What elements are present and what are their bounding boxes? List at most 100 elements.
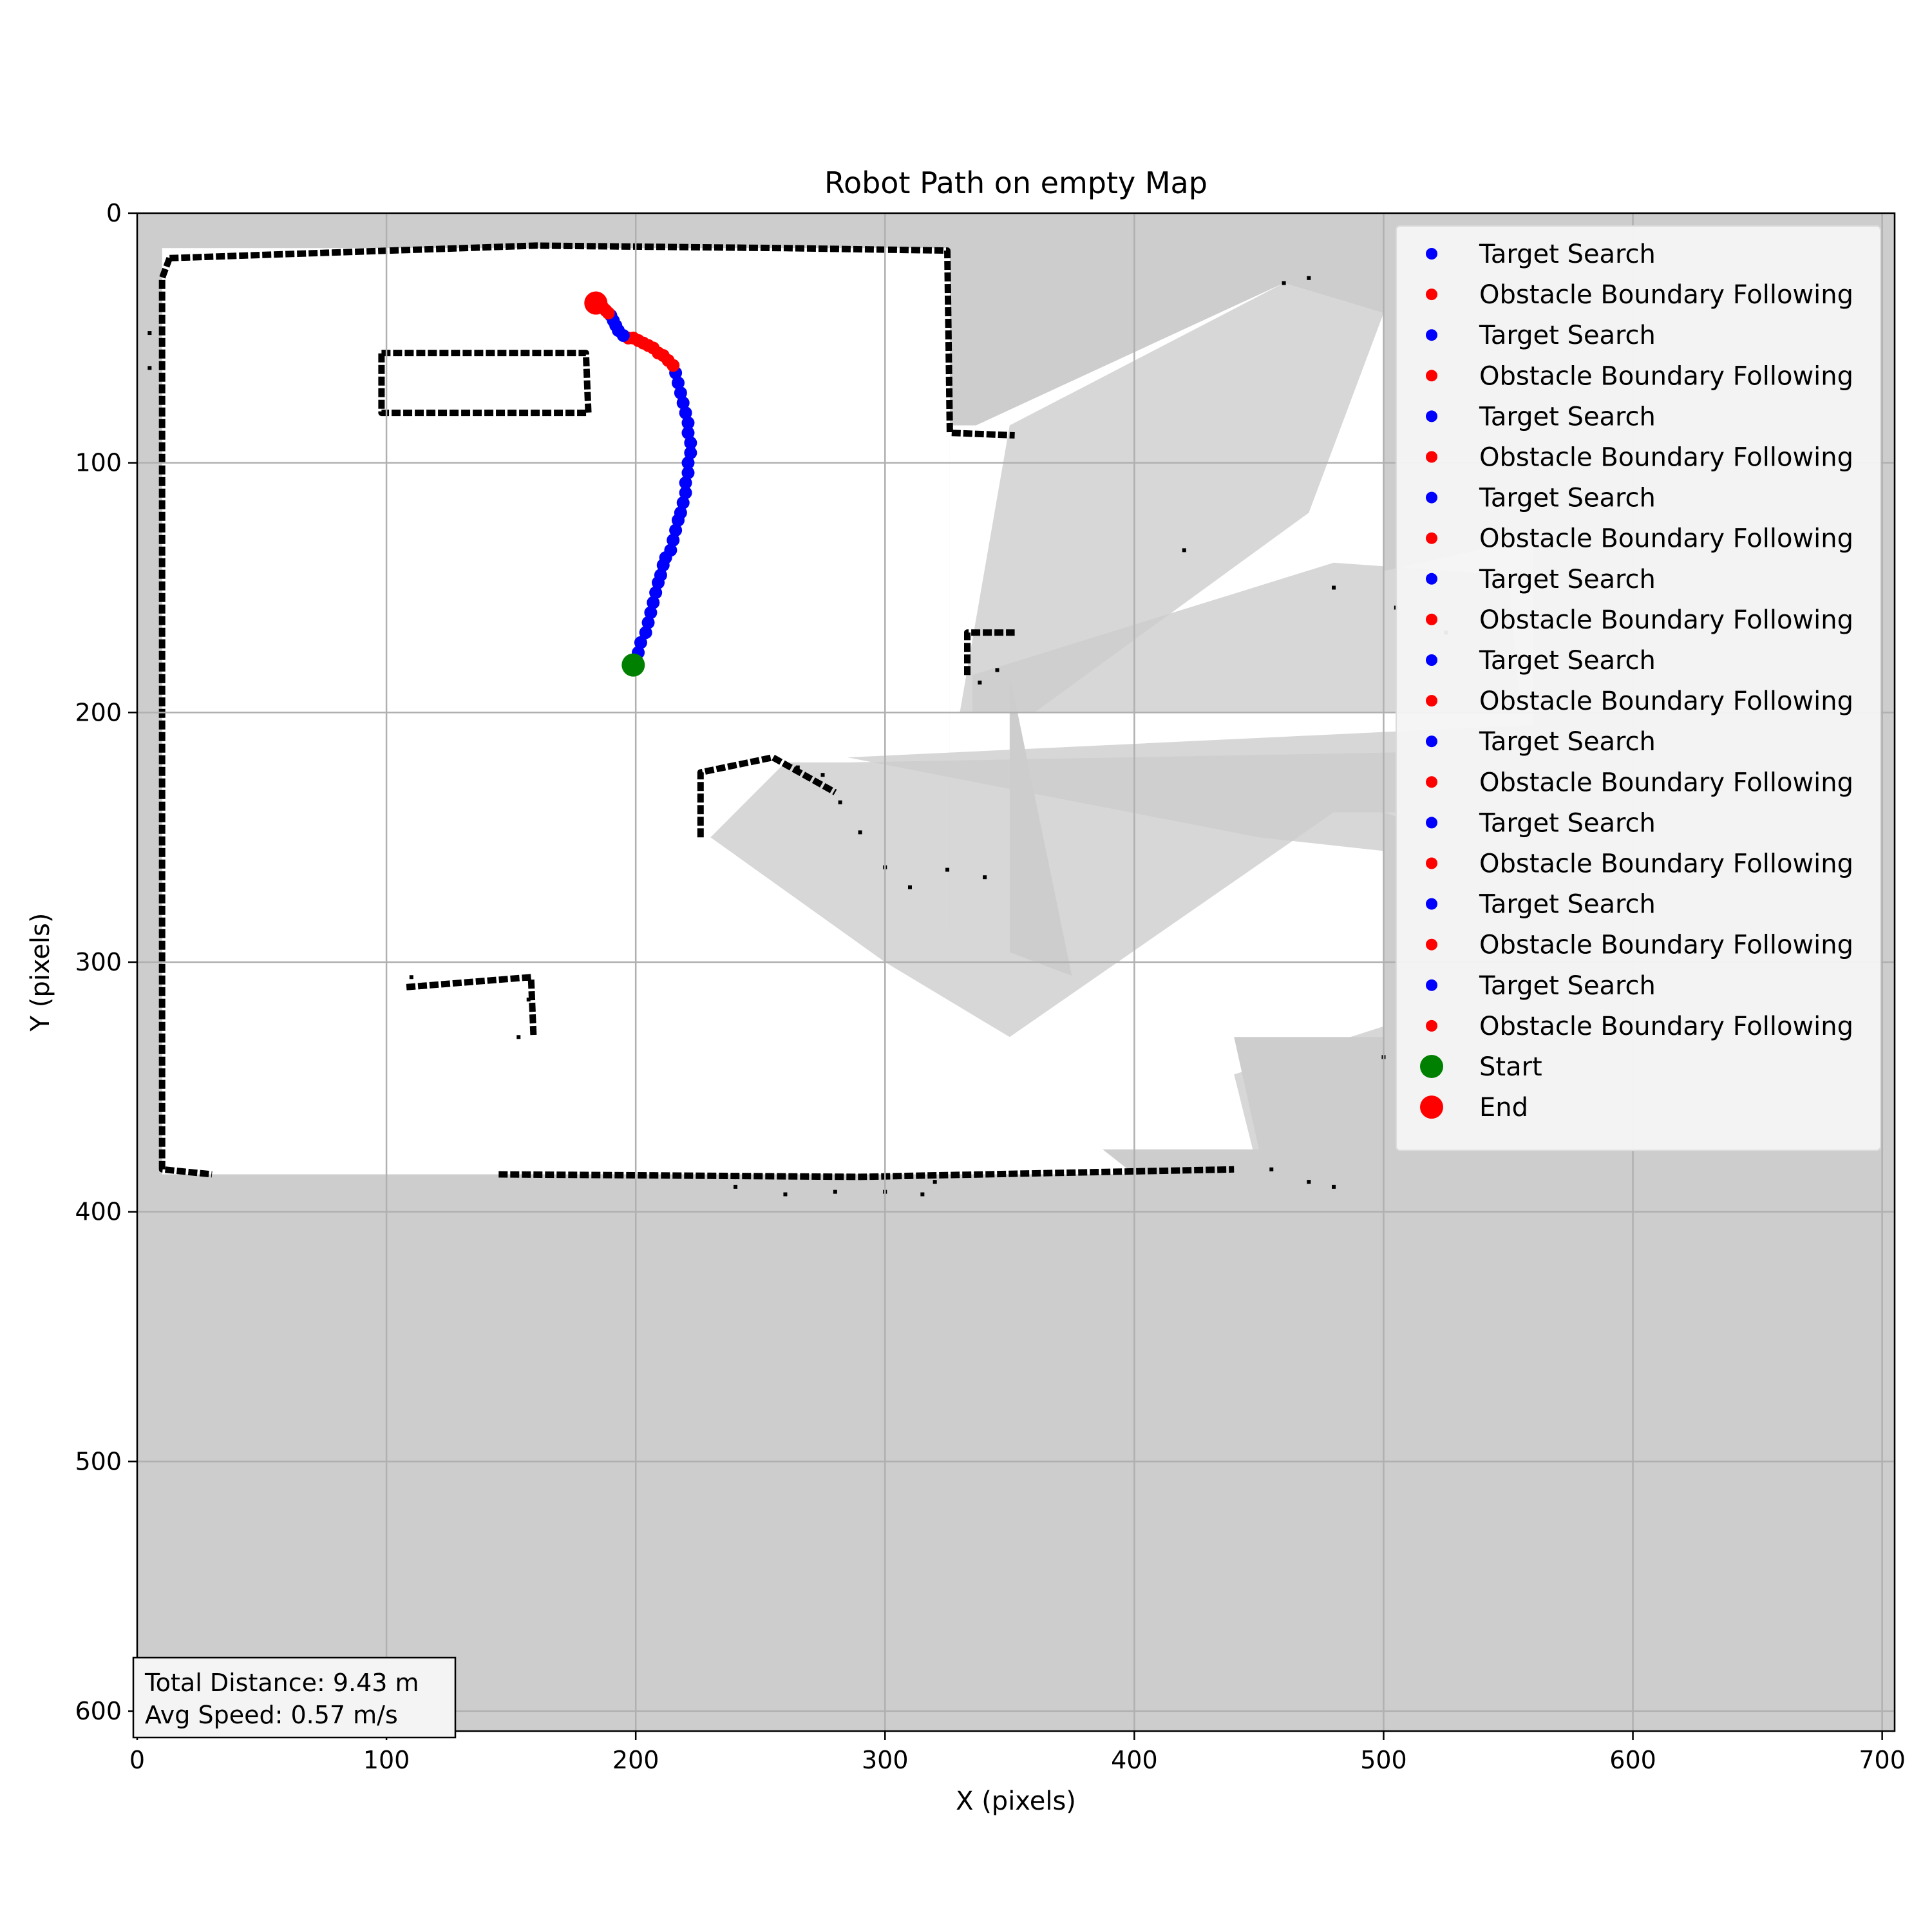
y-tick-label: 200 — [75, 698, 122, 726]
avg-speed-text: Avg Speed: 0.57 m/s — [145, 1701, 398, 1729]
legend-marker — [1426, 817, 1437, 829]
legend-marker — [1426, 410, 1437, 422]
y-tick-label: 400 — [75, 1198, 122, 1226]
obstacle-wall — [964, 629, 1015, 676]
legend-marker — [1426, 532, 1437, 544]
obstacle-point — [838, 800, 842, 804]
obstacle-point — [1307, 276, 1311, 280]
obstacle-point — [147, 331, 152, 336]
x-tick-label: 0 — [129, 1746, 145, 1774]
y-tick-label: 600 — [75, 1697, 122, 1725]
legend-marker — [1426, 735, 1437, 748]
legend-label: Obstacle Boundary Following — [1479, 443, 1853, 473]
obstacle-point — [933, 1180, 937, 1184]
legend-marker — [1426, 329, 1437, 341]
legend-box — [1396, 225, 1881, 1151]
chart-title: Robot Path on empty Map — [824, 166, 1208, 200]
obstacle-point — [516, 1035, 521, 1039]
x-tick-label: 700 — [1859, 1746, 1906, 1774]
path-point — [639, 626, 652, 639]
total-distance-text: Total Distance: 9.43 m — [144, 1669, 419, 1697]
legend-label: Obstacle Boundary Following — [1479, 524, 1853, 554]
legend-label: Obstacle Boundary Following — [1479, 361, 1853, 391]
obstacle-point — [1332, 1184, 1336, 1189]
obstacle-wall — [697, 754, 837, 838]
legend-marker — [1426, 491, 1437, 504]
plot-frame — [136, 212, 1896, 1732]
legend-label: Obstacle Boundary Following — [1479, 1012, 1853, 1041]
obstacle-point — [783, 1192, 788, 1197]
path-point — [644, 606, 658, 620]
path-point — [684, 436, 697, 450]
path-point — [681, 456, 695, 469]
path-point — [674, 386, 687, 400]
legend-label: Target Search — [1479, 727, 1656, 757]
legend-marker — [1426, 654, 1437, 666]
legend-entries: Target Search Obstacle Boundary Following… — [1420, 240, 1853, 1122]
start-marker — [621, 653, 645, 677]
obstacle-point — [907, 885, 912, 889]
unknown-patch — [848, 724, 1533, 867]
x-tick-label: 200 — [612, 1746, 659, 1774]
path-point — [669, 524, 683, 537]
path-point — [681, 426, 695, 440]
unknown-patch — [710, 750, 1533, 1037]
legend-marker — [1426, 289, 1437, 301]
path-point — [649, 586, 663, 600]
path-point — [684, 446, 697, 460]
x-tick-label: 100 — [363, 1746, 410, 1774]
stats-box: Total Distance: 9.43 m Avg Speed: 0.57 m… — [132, 1656, 457, 1739]
legend-label: Target Search — [1479, 971, 1656, 1001]
obstacle-point — [920, 1192, 925, 1197]
path-point — [681, 416, 695, 430]
obstacle-point — [1269, 1167, 1274, 1171]
y-tick-label: 500 — [75, 1447, 122, 1475]
x-axis-ticks: 0 100 200 300 400 500 600 700 — [129, 1731, 1906, 1774]
obstacle-point — [945, 867, 950, 872]
legend-label: Obstacle Boundary Following — [1479, 280, 1853, 310]
path-point — [679, 486, 692, 500]
obstacle-point — [526, 998, 531, 1002]
obstacle-point — [147, 366, 152, 370]
legend-marker — [1426, 1019, 1437, 1032]
obstacle-point — [833, 1189, 837, 1194]
legend-label: Target Search — [1479, 402, 1656, 431]
obstacle-wall — [378, 350, 592, 417]
legend-label: Obstacle Boundary Following — [1479, 768, 1853, 797]
y-axis-label: Y (pixels) — [26, 913, 55, 1032]
legend-marker — [1426, 857, 1437, 869]
legend-marker — [1426, 613, 1437, 625]
obstacle-point — [409, 975, 413, 980]
obstacle-point — [995, 668, 999, 672]
obstacle-point — [1182, 548, 1186, 553]
legend-label: Target Search — [1479, 646, 1656, 676]
x-tick-label: 400 — [1111, 1746, 1158, 1774]
legend-marker — [1426, 248, 1437, 260]
obstacle-point — [820, 773, 825, 777]
obstacle-point — [978, 680, 982, 685]
path-point — [671, 376, 685, 390]
path-point — [664, 544, 677, 557]
series-target-search — [632, 366, 697, 659]
legend-marker — [1420, 1095, 1443, 1119]
legend-marker — [1426, 979, 1437, 991]
obstacle-point — [983, 875, 987, 880]
path-point — [647, 596, 660, 609]
obstacle-point — [734, 1184, 738, 1189]
x-tick-label: 500 — [1360, 1746, 1407, 1774]
legend-marker — [1420, 1055, 1443, 1078]
path-point — [667, 533, 680, 547]
legend-marker — [1426, 776, 1437, 788]
obstacle-wall — [406, 974, 537, 1037]
legend-marker — [1426, 573, 1437, 585]
path-point — [679, 406, 692, 420]
obstacle-point — [795, 765, 800, 770]
legend-label: Obstacle Boundary Following — [1479, 605, 1853, 635]
path-point — [654, 569, 667, 582]
x-tick-label: 300 — [862, 1746, 909, 1774]
legend-marker — [1426, 695, 1437, 707]
legend-label: Target Search — [1479, 321, 1656, 350]
stats-box-frame — [132, 1656, 457, 1739]
unknown-patch — [960, 283, 1384, 713]
legend-label: Target Search — [1479, 808, 1656, 838]
